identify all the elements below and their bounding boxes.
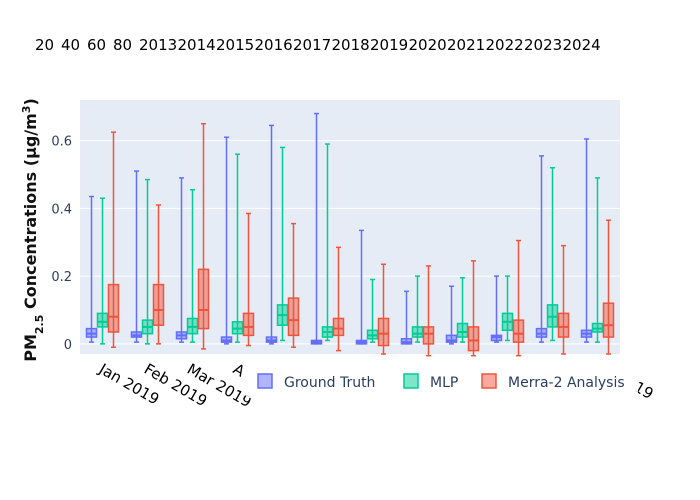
x-month-label: A <box>230 360 249 381</box>
box-body <box>467 326 480 352</box>
legend[interactable]: Ground Truth MLP Merra-2 Analysis <box>246 366 638 398</box>
box-mlp[interactable] <box>186 188 199 343</box>
legend-label: Ground Truth <box>284 375 375 391</box>
legend-item[interactable]: MLP <box>403 373 458 391</box>
top-label: 40 <box>61 36 80 54</box>
box-merra-2-analysis[interactable] <box>422 265 435 357</box>
top-label: 2013 <box>139 36 177 54</box>
box-mlp[interactable] <box>411 275 424 343</box>
legend-label: MLP <box>430 375 458 391</box>
top-label-row: 20 40 60 80 2013 2014 2015 2016 2017 2018 2019 2020… <box>35 36 601 54</box>
top-label: 2017 <box>293 36 331 54</box>
box-body <box>152 283 165 326</box>
legend-item[interactable]: Merra-2 Analysis <box>481 373 625 391</box>
box-mlp[interactable] <box>591 177 604 343</box>
box-ground-truth[interactable] <box>355 229 368 345</box>
box-ground-truth[interactable] <box>85 195 98 343</box>
top-label: 60 <box>87 36 106 54</box>
box-mlp[interactable] <box>546 166 559 342</box>
box-body <box>287 297 300 337</box>
top-label: 2021 <box>447 36 485 54</box>
box-ground-truth[interactable] <box>580 138 593 343</box>
box-ground-truth[interactable] <box>445 285 458 345</box>
box-body <box>197 268 210 330</box>
box-body <box>332 317 345 337</box>
box-body <box>512 319 525 343</box>
y-title-sub: 2.5 <box>33 315 46 335</box>
top-label: 80 <box>113 36 132 54</box>
box-plots <box>85 112 615 357</box>
y-tick-label: 0.2 <box>51 270 72 285</box>
box-mlp[interactable] <box>231 153 244 343</box>
legend-swatch <box>403 373 419 389</box>
box-mlp[interactable] <box>276 146 289 342</box>
box-body <box>377 317 390 347</box>
box-merra-2-analysis[interactable] <box>557 244 570 355</box>
legend-item[interactable]: Ground Truth <box>257 373 375 391</box>
box-ground-truth[interactable] <box>310 112 323 345</box>
top-label: 2015 <box>216 36 254 54</box>
box-body <box>107 283 120 333</box>
box-merra-2-analysis[interactable] <box>377 263 390 355</box>
box-ground-truth[interactable] <box>490 275 503 343</box>
y-axis-ticks: 0 0.2 0.4 0.6 <box>51 135 72 353</box>
y-tick-label: 0.6 <box>51 135 72 150</box>
box-merra-2-analysis[interactable] <box>332 246 345 352</box>
legend-swatch <box>481 373 497 389</box>
box-body <box>557 312 570 338</box>
top-label: 2014 <box>178 36 216 54</box>
box-body <box>422 326 435 345</box>
box-merra-2-analysis[interactable] <box>467 260 480 357</box>
top-label: 20 <box>35 36 54 54</box>
y-axis-title: PM2.5 Concentrations (µg/m3) <box>20 98 46 362</box>
grid-lines <box>80 140 620 345</box>
y-title-rest: Concentrations (µg/m <box>21 113 40 314</box>
legend-background <box>246 366 638 398</box>
y-tick-label: 0.4 <box>51 202 72 217</box>
box-merra-2-analysis[interactable] <box>197 122 210 350</box>
top-label: 2020 <box>409 36 447 54</box>
y-title-close: ) <box>21 98 40 105</box>
box-mlp[interactable] <box>321 143 334 342</box>
box-ground-truth[interactable] <box>130 170 143 343</box>
box-merra-2-analysis[interactable] <box>152 204 165 345</box>
y-title-sup: 3 <box>20 106 33 114</box>
box-body <box>445 334 458 343</box>
box-ground-truth[interactable] <box>265 124 278 345</box>
box-ground-truth[interactable] <box>175 177 188 343</box>
box-ground-truth[interactable] <box>220 136 233 345</box>
box-merra-2-analysis[interactable] <box>512 239 525 357</box>
box-body <box>411 326 424 338</box>
box-merra-2-analysis[interactable] <box>602 219 615 355</box>
top-label: 2018 <box>332 36 370 54</box>
y-title-main: PM <box>21 334 40 362</box>
box-ground-truth[interactable] <box>535 155 548 343</box>
box-mlp[interactable] <box>96 197 109 345</box>
box-merra-2-analysis[interactable] <box>287 222 300 348</box>
box-mlp[interactable] <box>501 275 514 342</box>
box-body <box>96 312 109 328</box>
top-label: 2023 <box>524 36 562 54</box>
box-body <box>602 302 615 338</box>
box-merra-2-analysis[interactable] <box>242 212 255 347</box>
legend-label: Merra-2 Analysis <box>508 375 625 391</box>
top-label: 2019 <box>370 36 408 54</box>
plot-background <box>80 100 620 354</box>
top-label: 2024 <box>563 36 601 54</box>
box-body <box>242 312 255 337</box>
box-body <box>456 322 469 338</box>
box-mlp[interactable] <box>456 277 469 343</box>
box-mlp[interactable] <box>366 278 379 343</box>
box-merra-2-analysis[interactable] <box>107 131 120 348</box>
y-tick-label: 0 <box>64 338 72 353</box>
top-label: 2022 <box>486 36 524 54</box>
top-label: 2016 <box>255 36 293 54</box>
legend-swatch <box>257 373 273 389</box>
box-ground-truth[interactable] <box>400 290 413 345</box>
box-mlp[interactable] <box>141 178 154 345</box>
